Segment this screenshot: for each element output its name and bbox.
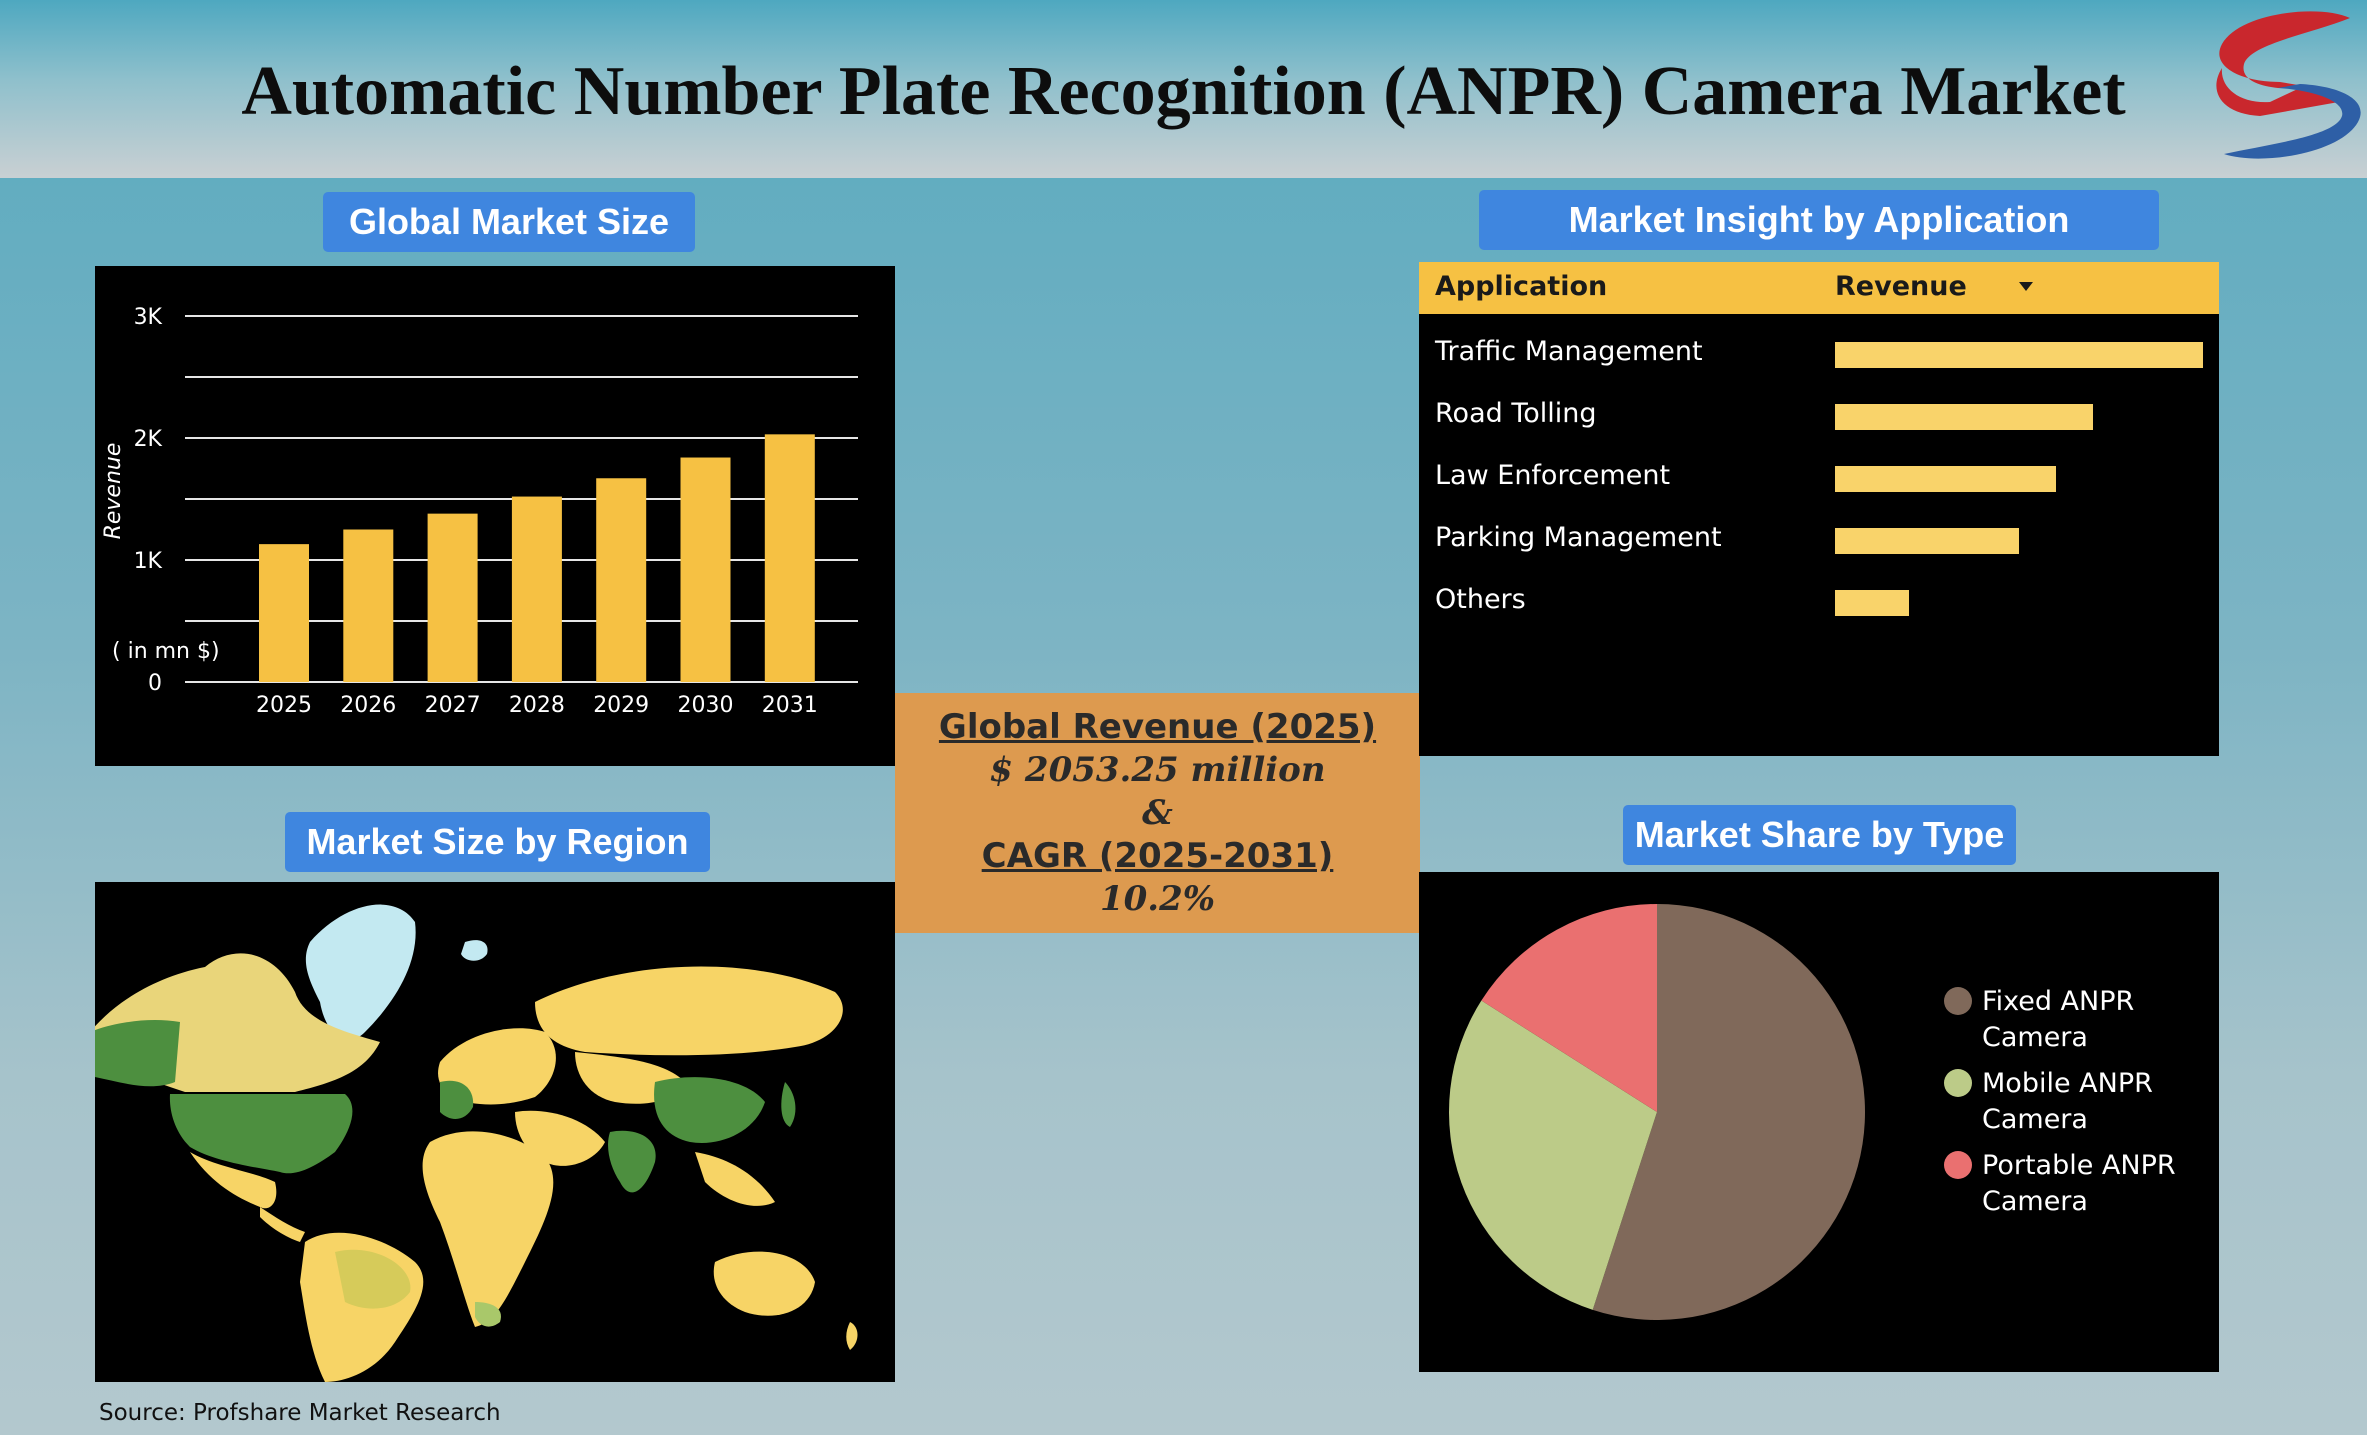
- revenue-value: $ 2053.25 million: [989, 750, 1326, 790]
- type-title: Market Share by Type: [1623, 805, 2016, 865]
- x-tick-label: 2025: [256, 693, 312, 718]
- europe-shape: [438, 1028, 556, 1105]
- market-size-bar-chart: 0 1K 2K 3K 2025 2026 2027 2028 2029 2030 2031 Reven…: [101, 305, 858, 718]
- legend-label: Camera: [1982, 1186, 2088, 1217]
- unit-label: ( in mn $): [112, 639, 220, 664]
- global-revenue-box: Global Revenue (2025) $ 2053.25 million …: [895, 693, 1420, 933]
- sort-descending-icon[interactable]: [2019, 282, 2033, 291]
- legend-label: Camera: [1982, 1104, 2088, 1135]
- y-tick-label: 1K: [134, 549, 163, 574]
- bar-2029[interactable]: [596, 478, 647, 682]
- y-axis-label: Revenue: [101, 443, 126, 540]
- column-header-application[interactable]: Application: [1435, 271, 1608, 302]
- legend-label: Camera: [1982, 1022, 2088, 1053]
- legend-swatch: [1944, 987, 1972, 1015]
- type-pie-panel: Fixed ANPR Camera Mobile ANPR Camera Portabl…: [1419, 872, 2219, 1372]
- application-revenue-bar[interactable]: [1835, 528, 2019, 554]
- south-africa-shape: [475, 1302, 501, 1327]
- y-tick-label: 3K: [134, 305, 163, 330]
- pie-slice-2[interactable]: [1481, 904, 1657, 1112]
- application-label: Road Tolling: [1435, 398, 1597, 429]
- southeast-asia-shape: [695, 1152, 775, 1206]
- application-label: Others: [1435, 584, 1526, 615]
- region-title: Market Size by Region: [285, 812, 710, 872]
- cagr-value: 10.2%: [1099, 879, 1216, 919]
- legend-label: Fixed ANPR: [1982, 986, 2134, 1017]
- mexico-shape: [190, 1152, 277, 1209]
- x-tick-label: 2029: [593, 693, 649, 718]
- market-size-chart: 0 1K 2K 3K 2025 2026 2027 2028 2029 2030 2031 Reven…: [95, 266, 895, 766]
- page-title: Automatic Number Plate Recognition (ANPR…: [241, 53, 2126, 130]
- y-tick-label: 0: [148, 671, 162, 696]
- market-size-title: Global Market Size: [323, 192, 695, 252]
- x-tick-label: 2031: [762, 693, 818, 718]
- y-tick-label: 2K: [134, 427, 163, 452]
- central-america-shape: [260, 1207, 305, 1242]
- pie-slice-0[interactable]: [1592, 904, 1865, 1320]
- application-row: Parking Management: [1419, 510, 2219, 572]
- x-tick-label: 2030: [678, 693, 734, 718]
- brand-logo: [2216, 11, 2361, 159]
- application-row: Law Enforcement: [1419, 448, 2219, 510]
- legend-label: Mobile ANPR: [1982, 1068, 2153, 1099]
- new-zealand-shape: [846, 1322, 858, 1350]
- application-row: Road Tolling: [1419, 386, 2219, 448]
- india-shape: [608, 1130, 656, 1193]
- cagr-heading: CAGR (2025-2031): [981, 836, 1334, 876]
- western-europe-shape: [440, 1080, 474, 1119]
- application-table: Application Revenue Traffic Management Ro…: [1419, 262, 2219, 756]
- application-title: Market Insight by Application: [1479, 190, 2159, 250]
- bar-2026[interactable]: [343, 529, 394, 683]
- bar-2031[interactable]: [764, 434, 815, 682]
- ampersand: &: [1142, 793, 1173, 833]
- bar-2027[interactable]: [427, 513, 478, 682]
- x-tick-label: 2028: [509, 693, 565, 718]
- world-map: [95, 904, 858, 1382]
- type-pie-chart: Fixed ANPR Camera Mobile ANPR Camera Portabl…: [1448, 904, 2176, 1320]
- application-revenue-bar[interactable]: [1835, 466, 2056, 492]
- x-tick-label: 2026: [340, 693, 396, 718]
- alaska-shape: [95, 1020, 180, 1087]
- pie-slice-1[interactable]: [1448, 1000, 1657, 1310]
- legend-label: Portable ANPR: [1982, 1150, 2176, 1181]
- greenland-shape: [305, 904, 416, 1041]
- application-label: Parking Management: [1435, 522, 1722, 553]
- header-banner: Automatic Number Plate Recognition (ANPR…: [0, 0, 2367, 178]
- legend-swatch: [1944, 1069, 1972, 1097]
- iceland-shape: [461, 940, 488, 961]
- russia-shape: [535, 966, 843, 1056]
- column-header-revenue[interactable]: Revenue: [1835, 271, 1967, 302]
- application-row: Traffic Management: [1419, 324, 2219, 386]
- revenue-heading: Global Revenue (2025): [938, 707, 1377, 747]
- application-row: Others: [1419, 572, 2219, 634]
- bar-2028[interactable]: [511, 496, 562, 682]
- application-label: Traffic Management: [1435, 336, 1703, 367]
- bar-2025[interactable]: [259, 544, 309, 682]
- legend-swatch: [1944, 1151, 1972, 1179]
- china-shape: [654, 1077, 765, 1143]
- brazil-shape: [335, 1249, 411, 1309]
- australia-shape: [713, 1251, 815, 1316]
- application-table-header: Application Revenue: [1419, 262, 2219, 314]
- application-revenue-bar[interactable]: [1835, 590, 1909, 616]
- application-label: Law Enforcement: [1435, 460, 1671, 491]
- region-map: [95, 882, 895, 1382]
- source-note: Source: Profshare Market Research: [99, 1400, 501, 1426]
- application-revenue-bar[interactable]: [1835, 342, 2203, 368]
- x-tick-label: 2027: [425, 693, 481, 718]
- usa-shape: [169, 1094, 353, 1174]
- japan-shape: [781, 1082, 796, 1127]
- application-revenue-bar[interactable]: [1835, 404, 2093, 430]
- africa-shape: [422, 1131, 554, 1327]
- bar-2030[interactable]: [680, 457, 731, 682]
